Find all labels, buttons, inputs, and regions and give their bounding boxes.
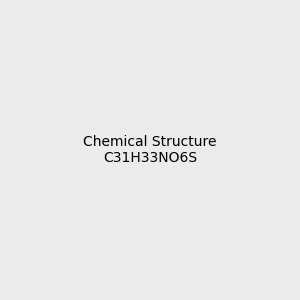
Text: Chemical Structure
C31H33NO6S: Chemical Structure C31H33NO6S xyxy=(83,135,217,165)
